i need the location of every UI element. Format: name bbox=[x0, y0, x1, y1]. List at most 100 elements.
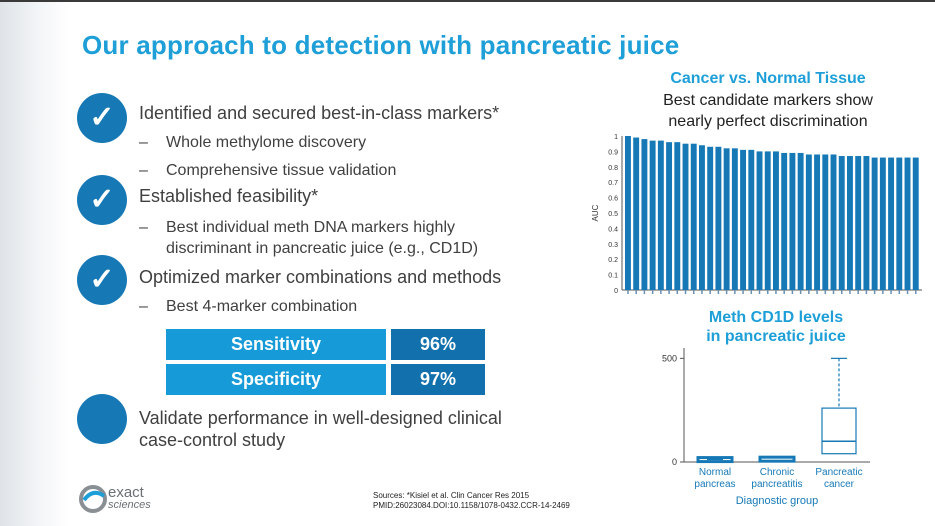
box bbox=[758, 455, 796, 463]
y-tick-label: 0.8 bbox=[608, 165, 618, 172]
group-label-1: Chronic bbox=[760, 467, 794, 478]
x-axis-label: Diagnostic group bbox=[736, 495, 819, 507]
sub-text: Best 4-marker combination bbox=[166, 298, 358, 315]
slide-title: Our approach to detection with pancreati… bbox=[82, 30, 680, 60]
auc-bar bbox=[748, 149, 755, 290]
bullet-2-text: Established feasibility* bbox=[139, 186, 319, 206]
sub-text: Whole methylome discovery bbox=[166, 134, 367, 151]
group-label-2: pancreas bbox=[694, 479, 735, 490]
auc-bar bbox=[879, 157, 886, 290]
auc-bar bbox=[641, 139, 648, 290]
pending-circle-icon bbox=[77, 394, 127, 444]
auc-bar bbox=[838, 156, 845, 290]
y-tick-label: 500 bbox=[662, 353, 677, 363]
auc-bar bbox=[715, 146, 722, 290]
sources-line-2: PMID:26023084.DOI:10.1158/1078-0432.CCR-… bbox=[373, 501, 570, 510]
auc-bar bbox=[682, 143, 689, 290]
y-tick-label: 0.3 bbox=[608, 242, 618, 249]
logo-text-1: exact bbox=[108, 484, 144, 501]
auc-bar bbox=[690, 143, 697, 290]
auc-bar bbox=[740, 149, 747, 290]
auc-bar bbox=[830, 154, 837, 290]
top-border bbox=[0, 0, 935, 2]
auc-bar bbox=[863, 156, 870, 290]
dash: – bbox=[139, 162, 148, 179]
bullet-1-sub-2: – Comprehensive tissue validation bbox=[139, 162, 396, 180]
specificity-value: 97% bbox=[391, 364, 485, 395]
y-tick-label: 0.1 bbox=[608, 273, 618, 280]
check-circle-icon: ✓ bbox=[77, 255, 127, 305]
auc-bar bbox=[888, 157, 895, 290]
auc-bar bbox=[912, 157, 919, 290]
auc-bar bbox=[666, 142, 673, 290]
check-circle-icon: ✓ bbox=[77, 93, 127, 143]
auc-bar bbox=[707, 146, 714, 290]
auc-bar bbox=[789, 152, 796, 290]
auc-bar bbox=[814, 154, 821, 290]
bullet-3-sub-1: – Best 4-marker combination bbox=[139, 298, 357, 316]
y-tick-label: 0.7 bbox=[608, 180, 618, 187]
cd1d-chart-title-line2: in pancreatic juice bbox=[706, 328, 846, 345]
sub-text: Best individual meth DNA markers highly bbox=[166, 219, 456, 236]
sensitivity-value: 96% bbox=[391, 329, 485, 360]
dash: – bbox=[139, 298, 148, 315]
bullet-1-sub-1: – Whole methylome discovery bbox=[139, 134, 366, 152]
sources-line-1: Sources: *Kisiel et al. Clin Cancer Res … bbox=[373, 491, 530, 500]
auc-bar bbox=[871, 157, 878, 290]
auc-bar bbox=[674, 142, 681, 290]
group-label-1: Normal bbox=[699, 467, 731, 478]
auc-bar bbox=[657, 140, 664, 290]
logo-mark-icon bbox=[79, 485, 107, 513]
y-tick-label: 0.5 bbox=[608, 211, 618, 218]
dash: – bbox=[139, 134, 148, 151]
cd1d-chart-title-line1: Meth CD1D levels bbox=[708, 309, 844, 326]
auc-chart-subtitle-1: Best candidate markers show bbox=[663, 92, 873, 109]
bullet-4-text-line1: Validate performance in well-designed cl… bbox=[139, 408, 502, 428]
bullet-2-sub-1-cont: discriminant in pancreatic juice (e.g., … bbox=[166, 240, 479, 257]
box bbox=[696, 456, 734, 464]
sub-text: Comprehensive tissue validation bbox=[166, 162, 397, 179]
y-tick-label: 0 bbox=[614, 288, 618, 295]
group-label-2: cancer bbox=[824, 479, 855, 490]
cd1d-chart-title: Meth CD1D levels in pancreatic juice bbox=[676, 308, 876, 346]
box bbox=[821, 407, 857, 455]
y-tick-label: 0.2 bbox=[608, 257, 618, 264]
auc-bar bbox=[805, 154, 812, 290]
auc-bar bbox=[764, 151, 771, 290]
sources-note: Sources: *Kisiel et al. Clin Cancer Res … bbox=[373, 491, 570, 511]
auc-bar bbox=[773, 151, 779, 290]
auc-bar-chart: 0 0.1 0.2 0.3 0.4 0.5 0.6 0.7 0.8 0.9 1 AUC bbox=[591, 134, 922, 295]
y-axis-label: AUC bbox=[591, 204, 600, 221]
y-tick-label: 0.4 bbox=[608, 226, 618, 233]
auc-bar bbox=[625, 136, 631, 290]
logo-text-2: sciences bbox=[108, 499, 151, 511]
auc-chart-title: Cancer vs. Normal Tissue bbox=[670, 70, 866, 87]
y-tick-label: 1 bbox=[614, 134, 618, 141]
auc-bar bbox=[633, 137, 640, 290]
bullet-4-text-line2: case-control study bbox=[139, 430, 286, 450]
auc-bar bbox=[896, 157, 903, 290]
auc-bar bbox=[847, 156, 853, 290]
auc-bar bbox=[904, 157, 911, 290]
auc-chart-subtitle-2: nearly perfect discrimination bbox=[668, 113, 868, 130]
auc-bar bbox=[781, 152, 788, 290]
bullet-1-text: Identified and secured best-in-class mar… bbox=[139, 103, 500, 123]
group-label-1: Pancreatic bbox=[815, 467, 862, 478]
left-gradient-band bbox=[0, 2, 70, 526]
auc-bar bbox=[797, 152, 804, 290]
auc-bar bbox=[756, 151, 763, 290]
auc-bar bbox=[855, 156, 862, 290]
group-label-2: pancreatitis bbox=[751, 479, 802, 490]
auc-bar bbox=[731, 148, 738, 290]
y-tick-label: 0.6 bbox=[608, 196, 618, 203]
specificity-label: Specificity bbox=[166, 364, 386, 395]
y-tick-label: 0 bbox=[672, 457, 677, 467]
dash: – bbox=[139, 219, 148, 236]
bullet-2-sub-1: – Best individual meth DNA markers highly bbox=[139, 219, 455, 237]
auc-bar bbox=[649, 140, 656, 290]
auc-bar bbox=[723, 148, 730, 290]
auc-bar bbox=[699, 145, 705, 290]
check-circle-icon: ✓ bbox=[77, 175, 127, 225]
